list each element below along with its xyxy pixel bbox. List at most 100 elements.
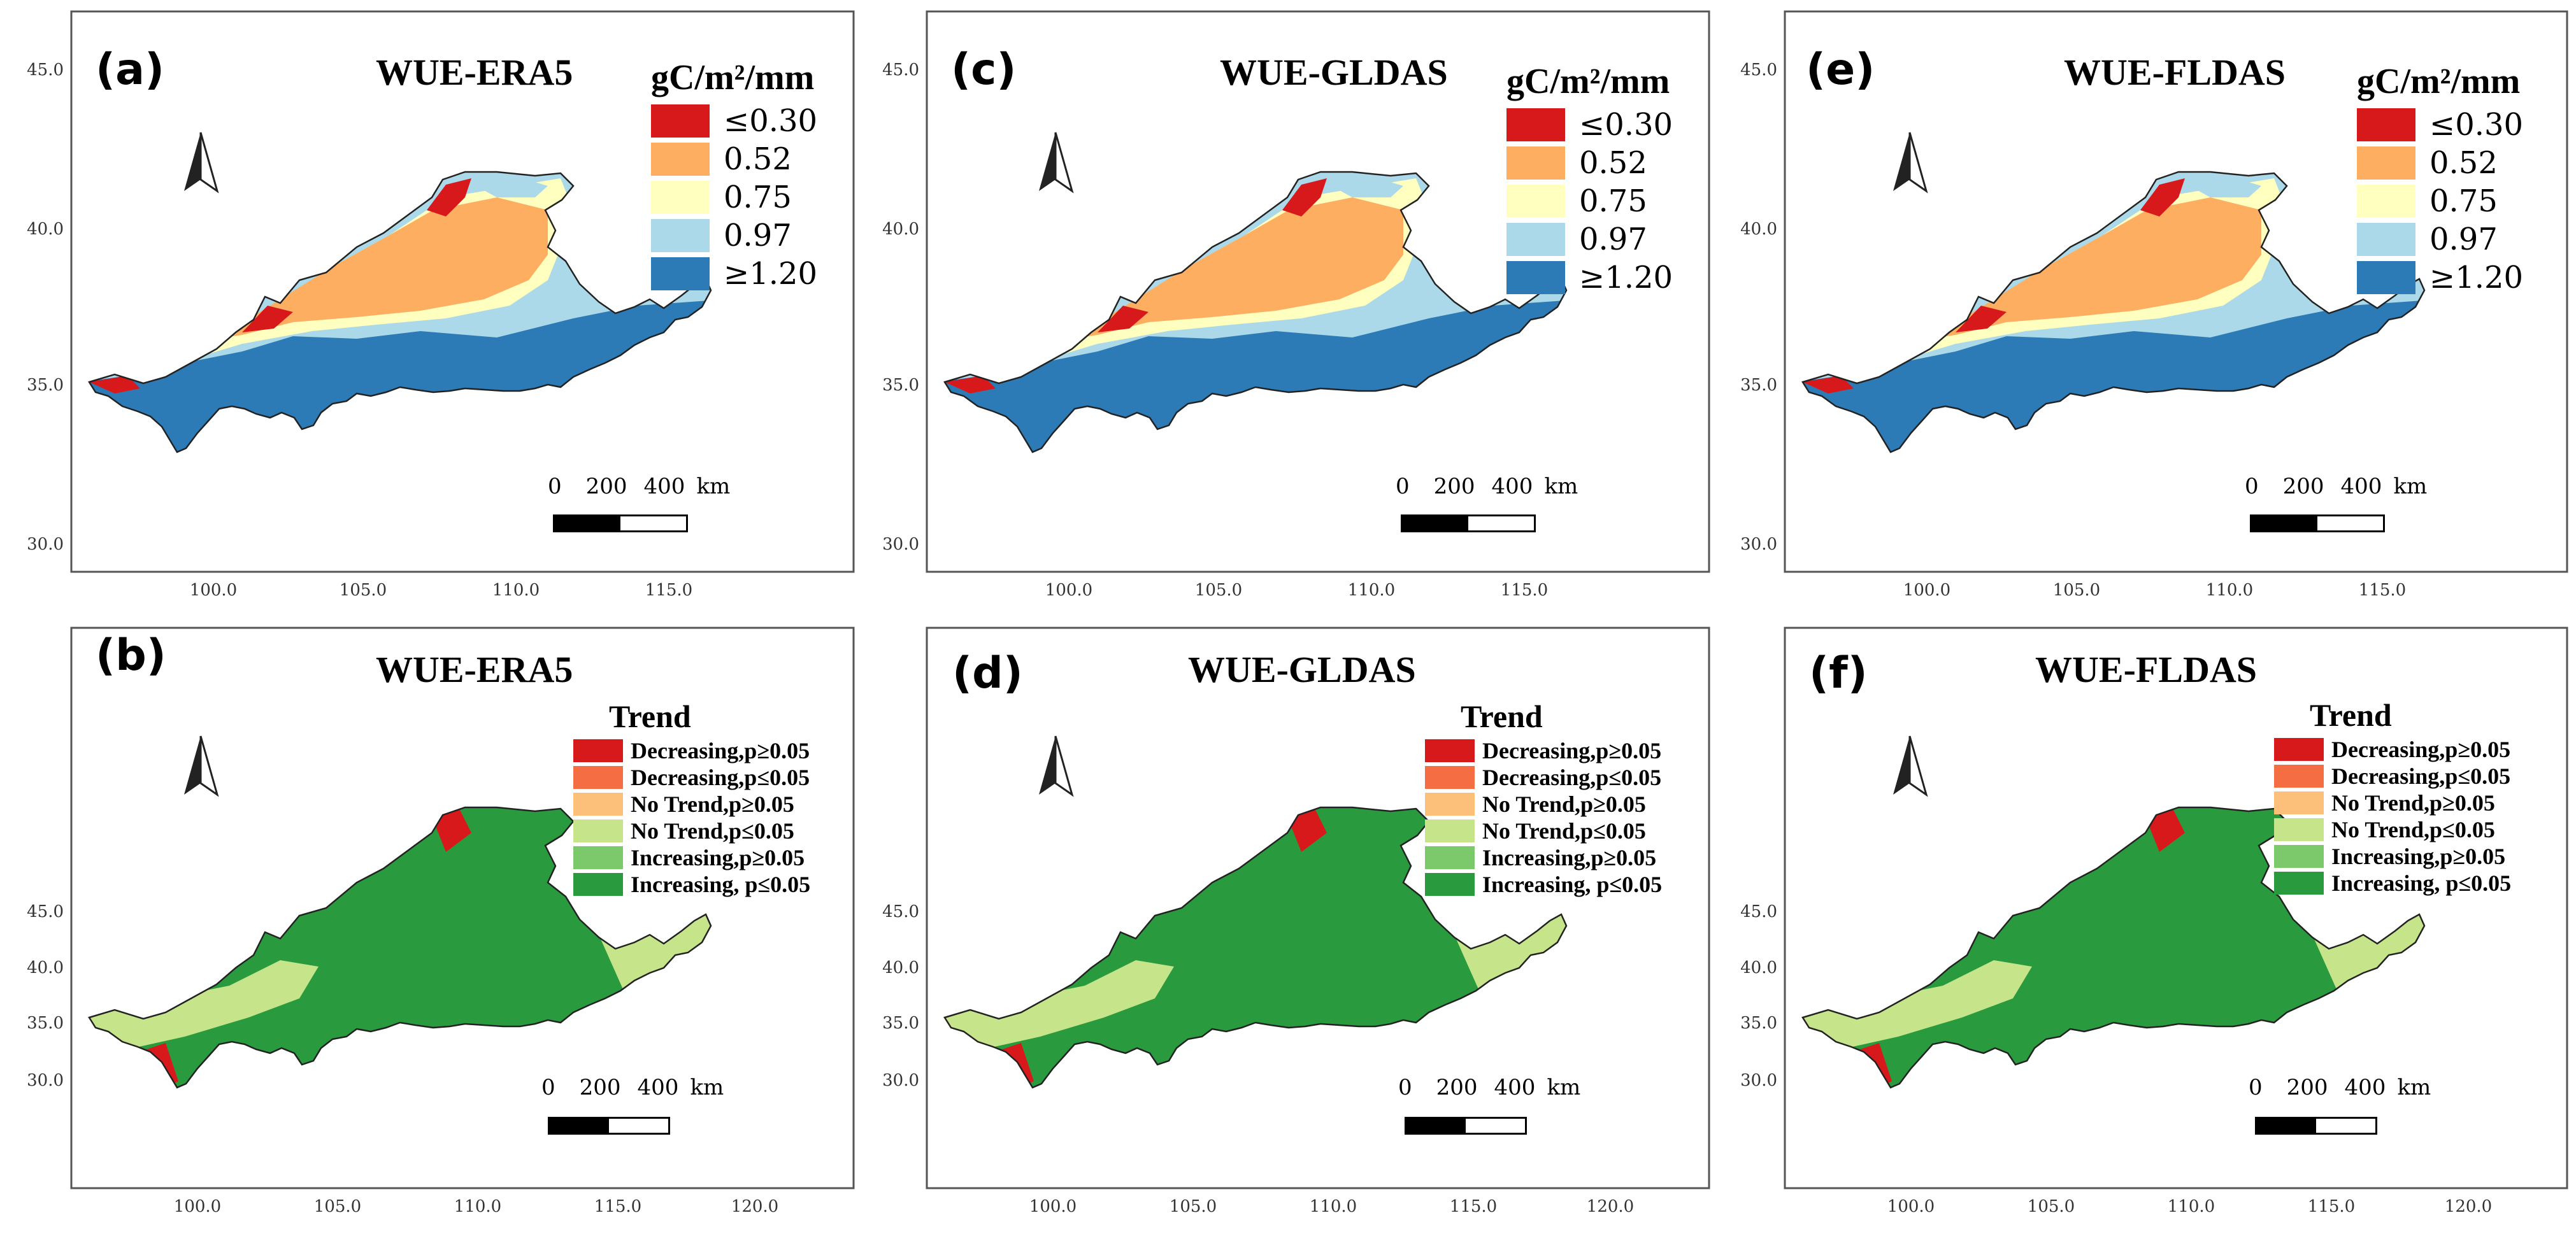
legend-swatch [651, 104, 710, 138]
panel-letter: (c) [951, 45, 1017, 95]
x-tick-label: 105.0 [1169, 1197, 1217, 1216]
scale-label: km [690, 1075, 724, 1100]
north-arrow-left [184, 132, 201, 191]
map-frame [70, 627, 855, 1189]
panel-title: WUE-GLDAS [1220, 52, 1448, 93]
y-tick-label: 40.0 [1740, 220, 1777, 239]
legend-swatch [1506, 185, 1565, 218]
scale-label: 0 [548, 474, 562, 499]
x-tick-label: 105.0 [2027, 1197, 2075, 1216]
north-arrow-left [1039, 736, 1055, 795]
legend-label: ≥1.20 [2429, 260, 2524, 295]
legend-swatch [2274, 845, 2324, 868]
y-tick-label: 30.0 [27, 1071, 64, 1090]
basin-outline [88, 806, 712, 1089]
scale-label: 400 [2340, 474, 2382, 499]
north-arrow-icon [184, 735, 219, 797]
scale-label: 0 [2249, 1075, 2263, 1100]
scale-labels: 0 200 400 km [541, 1075, 724, 1100]
north-arrow-right [1054, 132, 1074, 194]
x-tick-label: 115.0 [1500, 581, 1549, 600]
legend-swatch [1425, 739, 1475, 762]
y-tick-label: 30.0 [882, 535, 919, 554]
y-tick-label: 35.0 [1740, 376, 1777, 395]
x-tick-label: 115.0 [2358, 581, 2407, 600]
x-tick-label: 120.0 [1586, 1197, 1635, 1216]
basin-outline [88, 171, 712, 453]
legend-swatch [1506, 108, 1565, 141]
north-arrow-icon [1893, 132, 1928, 194]
legend-item: 0.52 [2357, 144, 2523, 182]
legend-label: 0.52 [2429, 145, 2498, 181]
y-tick-label: 45.0 [882, 902, 919, 921]
north-arrow-left [1893, 132, 1910, 191]
scale-label: 400 [637, 1075, 679, 1100]
legend-swatch [573, 819, 623, 842]
legend-label: Decreasing,p≤0.05 [631, 765, 810, 790]
legend-swatch [2274, 791, 2324, 814]
north-arrow-right [199, 132, 219, 194]
zone-mid-low [1072, 197, 1403, 339]
legend-title: gC/m²/mm [2357, 62, 2521, 101]
scale-label: 0 [1396, 474, 1410, 499]
y-tick-label: 40.0 [1740, 958, 1777, 977]
legend-item: Increasing, p≤0.05 [2274, 870, 2511, 897]
y-tick-label: 35.0 [27, 1014, 64, 1033]
legend-label: No Trend,p≥0.05 [1482, 791, 1646, 817]
legend-label: No Trend,p≤0.05 [1482, 818, 1646, 844]
y-tick-label: 30.0 [1740, 535, 1777, 554]
legend-swatch [1425, 873, 1475, 896]
legend-swatch [2274, 765, 2324, 788]
scale-label: 0 [2245, 474, 2259, 499]
north-arrow-icon [1039, 735, 1074, 797]
scale-label: 200 [1433, 474, 1475, 499]
legend-swatch [2357, 146, 2415, 180]
legend-item: No Trend,p≥0.05 [2274, 790, 2511, 816]
legend-item: No Trend,p≥0.05 [1425, 791, 1662, 818]
zone-mid-high [2185, 178, 2261, 197]
panel-letter: (a) [96, 45, 165, 95]
legend-swatch [1506, 146, 1565, 180]
legend-label: No Trend,p≤0.05 [2331, 817, 2495, 842]
legend-item: Decreasing,p≤0.05 [573, 764, 810, 791]
x-tick-label: 115.0 [2307, 1197, 2356, 1216]
north-arrow-left [1039, 132, 1055, 191]
zone-low [1098, 306, 1148, 332]
x-tick-label: 110.0 [454, 1197, 502, 1216]
scale-bar [2250, 514, 2385, 532]
panel-title: WUE-FLDAS [2064, 52, 2286, 93]
legend-label: Decreasing,p≥0.05 [1482, 738, 1662, 763]
legend-item: Increasing, p≤0.05 [573, 871, 810, 898]
panel-title: WUE-ERA5 [376, 52, 573, 93]
basin-outline [943, 171, 1568, 453]
y-tick-label: 30.0 [1740, 1071, 1777, 1090]
basin-outline [943, 806, 1568, 1089]
legend-item: Increasing, p≤0.05 [1425, 871, 1662, 898]
x-tick-label: 110.0 [492, 581, 540, 600]
north-arrow-right [1054, 735, 1074, 797]
legend-item: ≥1.20 [1506, 259, 1673, 297]
zone-mid-high [1327, 178, 1403, 197]
scale-bar [553, 514, 688, 532]
legend-label: 0.52 [724, 141, 792, 177]
legend-item: Increasing,p≥0.05 [573, 844, 810, 871]
legend-item: 0.75 [1506, 182, 1673, 220]
map-frame [70, 10, 855, 573]
scale-label: km [2393, 474, 2428, 499]
scale-label: 200 [585, 474, 627, 499]
legend-swatch [573, 766, 623, 789]
legend-label: Increasing,p≥0.05 [1482, 845, 1657, 870]
y-tick-label: 35.0 [882, 376, 919, 395]
legend-label: 0.75 [1579, 183, 1647, 219]
y-tick-label: 40.0 [882, 958, 919, 977]
scale-label: 200 [1436, 1075, 1478, 1100]
zone-notrend [1803, 960, 2032, 1049]
legend-label: Decreasing,p≥0.05 [2331, 737, 2511, 762]
scale-label: 0 [1398, 1075, 1412, 1100]
zone-low [1956, 306, 2007, 332]
x-tick-label: 115.0 [645, 581, 693, 600]
panel-e: (e) WUE-FLDAS gC/m²/mm ≤0.30 0.52 0.75 0.97 ≥… [1720, 0, 2576, 616]
zone-notrend [945, 960, 1174, 1049]
scale-label: 0 [541, 1075, 555, 1100]
legend-label: 0.52 [1579, 145, 1647, 181]
